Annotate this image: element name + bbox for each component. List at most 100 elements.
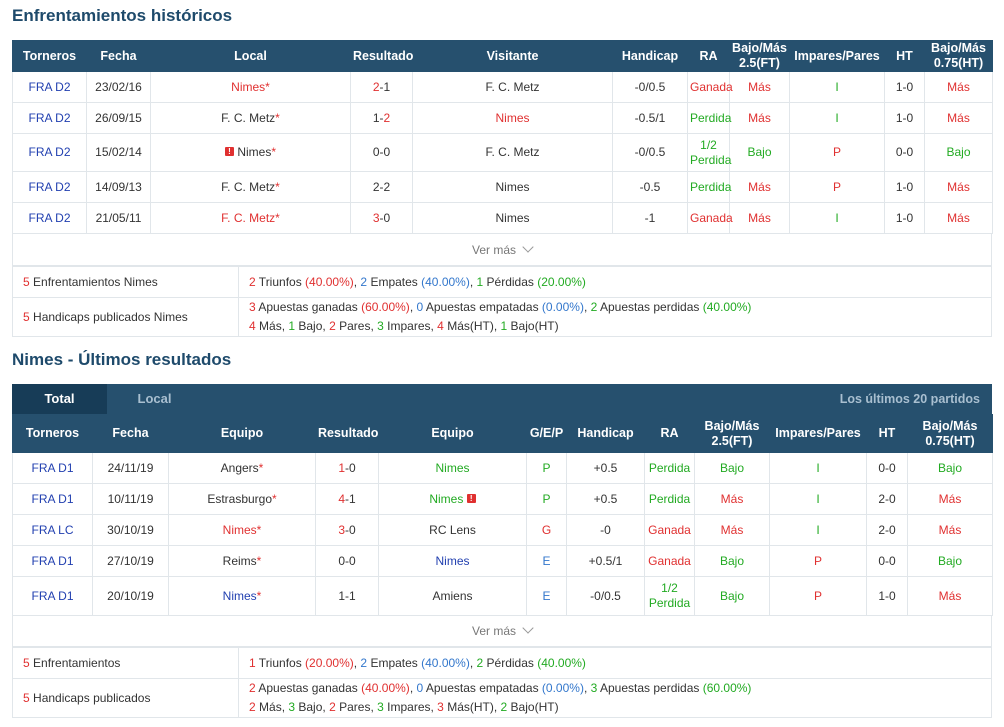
h2h-more-button[interactable]: Ver más <box>12 234 992 266</box>
away-team-cell: Nimes <box>412 102 613 134</box>
match-date: 21/05/11 <box>95 210 142 225</box>
summary-segment: Empates <box>367 655 422 670</box>
league-link[interactable]: FRA D1 <box>31 460 74 475</box>
home-marker: * <box>256 553 262 568</box>
result-letter-cell: E <box>526 576 567 616</box>
team-name[interactable]: Nimes <box>495 210 530 225</box>
home-score: 0 <box>372 145 380 159</box>
over-under-value: Bajo <box>719 588 745 603</box>
team-name[interactable]: F. C. Metz <box>485 145 540 159</box>
summary-values-cell: 2 Apuestas ganadas (40.00%), 0 Apuestas … <box>238 678 992 718</box>
summary-segment: Triunfos <box>255 274 306 289</box>
odd-even-value: P <box>813 588 822 603</box>
summary-segment: , <box>583 300 591 314</box>
team-name[interactable]: Reims <box>222 553 257 568</box>
ra-line: 1/2 <box>661 581 678 595</box>
score-separator: - <box>345 522 349 537</box>
summary-segment: Empates <box>367 274 422 289</box>
halftime-score: 1-0 <box>878 588 896 603</box>
odd-even-value-cell: I <box>769 483 867 515</box>
league-link[interactable]: FRA LC <box>31 522 74 537</box>
ht-over-under-value-cell: Bajo <box>924 133 993 172</box>
league-link[interactable]: FRA D1 <box>31 553 74 568</box>
team-name[interactable]: Nimes <box>222 588 257 603</box>
summary-segment: 2 <box>249 681 256 695</box>
match-date: 10/11/19 <box>107 491 154 506</box>
ht-over-under-value: Más <box>938 588 962 603</box>
team-name[interactable]: Nimes <box>222 522 257 537</box>
ht-over-under-value-cell: Más <box>907 514 993 546</box>
team-name[interactable]: Nimes <box>435 553 470 568</box>
team-name[interactable]: Nimes <box>495 110 530 125</box>
team-name[interactable]: Nimes <box>495 179 530 194</box>
team-name[interactable]: RC Lens <box>429 522 476 537</box>
team-name[interactable]: Nimes <box>435 460 470 475</box>
team-name[interactable]: Estrasburgo <box>207 491 273 506</box>
summary-segment: Impares, <box>383 700 438 714</box>
handicap-value-cell: -0.5 <box>612 171 688 203</box>
ht-over-under-value: Más <box>938 522 962 537</box>
team-name[interactable]: Nimes <box>429 491 464 506</box>
match-date-cell: 14/09/13 <box>86 171 151 203</box>
summary-segment: Apuestas ganadas <box>255 681 362 695</box>
odd-even-value-cell: I <box>769 514 867 546</box>
recent-summary: 5 Enfrentamientos 1 Triunfos (20.00%), 2 … <box>12 647 992 718</box>
team-name[interactable]: F. C. Metz <box>485 79 540 94</box>
away-score: 2 <box>383 179 391 194</box>
handicap-value: +0.5/1 <box>588 553 623 568</box>
over-under-value-cell: Más <box>694 483 770 515</box>
handicap-value-cell: +0.5/1 <box>566 545 645 577</box>
chevron-down-icon <box>522 241 534 253</box>
summary-segment: 2 <box>360 655 368 670</box>
tab-local[interactable]: Local <box>137 391 172 406</box>
odd-even-value: I <box>816 460 820 475</box>
league-link[interactable]: FRA D1 <box>31 491 74 506</box>
column-header: Bajo/Más 2.5(FT) <box>694 414 770 453</box>
odd-even-value-cell: I <box>769 452 867 484</box>
h2h-header-row: Torneros Fecha Local Resultado Visitante Hand… <box>12 40 993 72</box>
summary-segment: , <box>469 274 477 289</box>
team-name[interactable]: F. C. Metz <box>221 179 276 194</box>
summary-segment: Impares, <box>383 319 438 333</box>
league-link[interactable]: FRA D2 <box>28 145 71 159</box>
team-name[interactable]: F. C. Metz <box>221 110 276 125</box>
over-under-value-cell: Bajo <box>694 576 770 616</box>
column-header: RA <box>687 40 730 72</box>
halftime-score-cell: 1-0 <box>884 202 925 234</box>
home-marker: * <box>256 588 262 603</box>
column-header: RA <box>644 414 695 453</box>
handicap-value-cell: -0 <box>566 514 645 546</box>
league-link[interactable]: FRA D2 <box>28 110 71 125</box>
home-marker: * <box>275 179 280 194</box>
score-separator: - <box>379 110 384 125</box>
away-score: 2 <box>383 110 391 125</box>
h2h-summary: 5 Enfrentamientos Nimes 2 Triunfos (40.00… <box>12 266 992 337</box>
team-name[interactable]: Angers <box>220 460 259 475</box>
away-score: 1 <box>349 491 356 506</box>
odd-even-value-cell: I <box>789 202 885 234</box>
home-team-cell: ! Nimes* <box>150 133 351 172</box>
league-link[interactable]: FRA D2 <box>28 179 71 194</box>
last-20-matches-label[interactable]: Los últimos 20 partidos <box>839 392 980 406</box>
summary-segment: Apuestas perdidas <box>597 300 703 314</box>
tab-total[interactable]: Total <box>12 384 107 414</box>
team-name[interactable]: F. C. Metz <box>221 210 276 225</box>
team-name[interactable]: Amiens <box>432 588 473 603</box>
league-link[interactable]: FRA D2 <box>28 79 71 94</box>
home-marker: * <box>256 522 262 537</box>
league-link-cell: FRA D1 <box>12 545 93 577</box>
over-under-value-cell: Más <box>694 514 770 546</box>
handicap-value-cell: -0.5/1 <box>612 102 688 134</box>
recent-more-button[interactable]: Ver más <box>12 615 992 647</box>
recent-tabbar: Total Local Los últimos 20 partidos <box>12 384 992 414</box>
home-score: 4 <box>338 491 345 506</box>
league-link[interactable]: FRA D1 <box>31 588 74 603</box>
team-name[interactable]: Nimes <box>237 145 272 159</box>
summary-segment: 2 <box>249 274 256 289</box>
team-name[interactable]: Nimes <box>231 79 266 94</box>
league-link[interactable]: FRA D2 <box>28 210 71 225</box>
halftime-score: 0-0 <box>878 460 896 475</box>
summary-count: 5 <box>23 655 30 670</box>
summary-count: 5 <box>23 309 30 324</box>
odd-even-value-cell: P <box>789 133 885 172</box>
